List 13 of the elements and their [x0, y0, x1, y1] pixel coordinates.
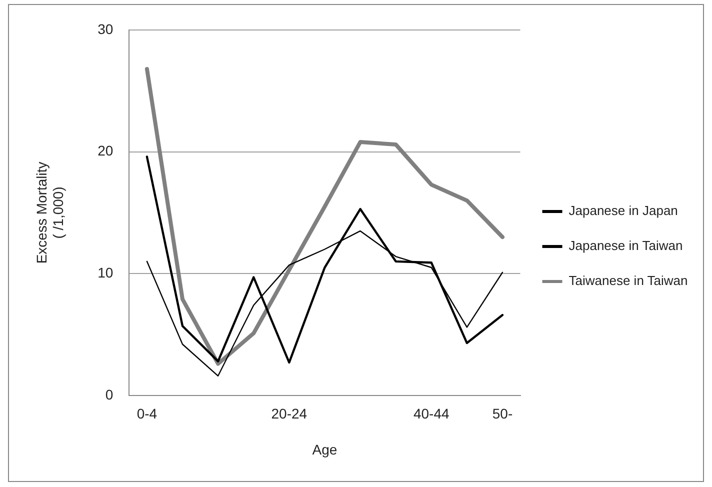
legend-label: Japanese in Taiwan: [568, 238, 683, 254]
y-tick-label: 30: [98, 20, 114, 37]
x-tick-label: 0-4: [136, 406, 158, 422]
legend-label: Japanese in Japan: [568, 203, 678, 218]
x-axis-title: Age: [312, 441, 338, 458]
y-tick-label: 0: [105, 386, 114, 402]
y-axis-title: Excess Mortality ( /1,000): [33, 162, 66, 264]
y-tick-label: 10: [98, 264, 114, 280]
x-tick-label: 20-24: [271, 406, 308, 422]
y-tick-label: 20: [98, 142, 114, 159]
x-tick-label: 40-44: [413, 406, 450, 422]
x-tick-label: 50-: [492, 406, 513, 422]
legend-label: Taiwanese in Taiwan: [568, 273, 688, 288]
